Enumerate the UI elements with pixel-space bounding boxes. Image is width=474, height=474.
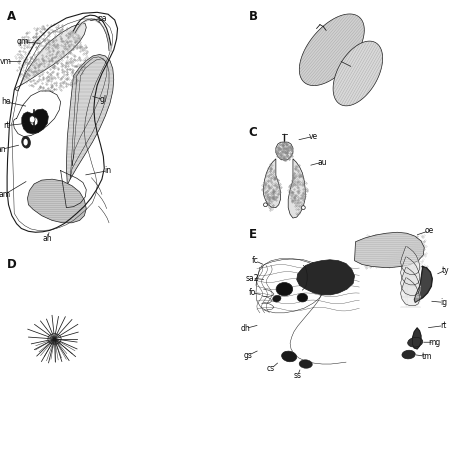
Ellipse shape	[30, 117, 38, 126]
Text: ve: ve	[308, 132, 318, 141]
Text: ah: ah	[43, 234, 52, 243]
Polygon shape	[22, 109, 48, 134]
Polygon shape	[412, 328, 421, 349]
Text: ty: ty	[442, 266, 449, 274]
Polygon shape	[66, 55, 114, 185]
Text: rt: rt	[3, 121, 9, 130]
Polygon shape	[27, 179, 86, 223]
Text: gs: gs	[244, 351, 252, 360]
Polygon shape	[297, 260, 355, 295]
Text: vm: vm	[0, 57, 12, 66]
Ellipse shape	[23, 139, 27, 146]
Ellipse shape	[282, 351, 297, 362]
Text: fc: fc	[252, 256, 258, 265]
Text: sa2: sa2	[246, 274, 259, 283]
Ellipse shape	[276, 283, 292, 296]
Text: A: A	[7, 10, 16, 23]
Text: pa: pa	[97, 14, 107, 22]
Ellipse shape	[264, 203, 267, 207]
Text: C: C	[249, 126, 257, 138]
Text: E: E	[249, 228, 257, 240]
Text: fo: fo	[248, 289, 256, 297]
Text: gl: gl	[100, 95, 107, 104]
Text: he: he	[1, 98, 11, 106]
Text: am: am	[0, 190, 11, 199]
Ellipse shape	[48, 334, 61, 344]
Polygon shape	[264, 159, 281, 208]
Text: dh: dh	[241, 324, 250, 333]
Text: ig: ig	[440, 298, 447, 307]
Polygon shape	[299, 14, 365, 86]
Polygon shape	[15, 24, 86, 91]
Polygon shape	[333, 41, 383, 106]
Polygon shape	[414, 266, 432, 302]
Text: rt: rt	[440, 321, 447, 330]
Text: an: an	[0, 145, 6, 154]
Text: qm: qm	[17, 37, 29, 46]
Ellipse shape	[408, 337, 423, 347]
Polygon shape	[288, 159, 305, 218]
Ellipse shape	[402, 350, 415, 359]
Text: ss: ss	[294, 371, 301, 380]
Text: oe: oe	[424, 227, 434, 235]
Ellipse shape	[299, 360, 312, 368]
Ellipse shape	[301, 206, 305, 210]
Text: D: D	[7, 258, 17, 271]
Text: in: in	[104, 166, 112, 175]
Text: au: au	[318, 158, 327, 166]
Ellipse shape	[22, 137, 30, 148]
Ellipse shape	[273, 295, 281, 302]
Text: B: B	[249, 10, 258, 23]
Polygon shape	[355, 232, 424, 267]
Ellipse shape	[297, 293, 308, 302]
Ellipse shape	[29, 116, 35, 123]
Text: mg: mg	[428, 338, 440, 346]
Text: cs: cs	[267, 365, 275, 373]
Polygon shape	[276, 142, 293, 160]
Text: tm: tm	[421, 352, 432, 361]
